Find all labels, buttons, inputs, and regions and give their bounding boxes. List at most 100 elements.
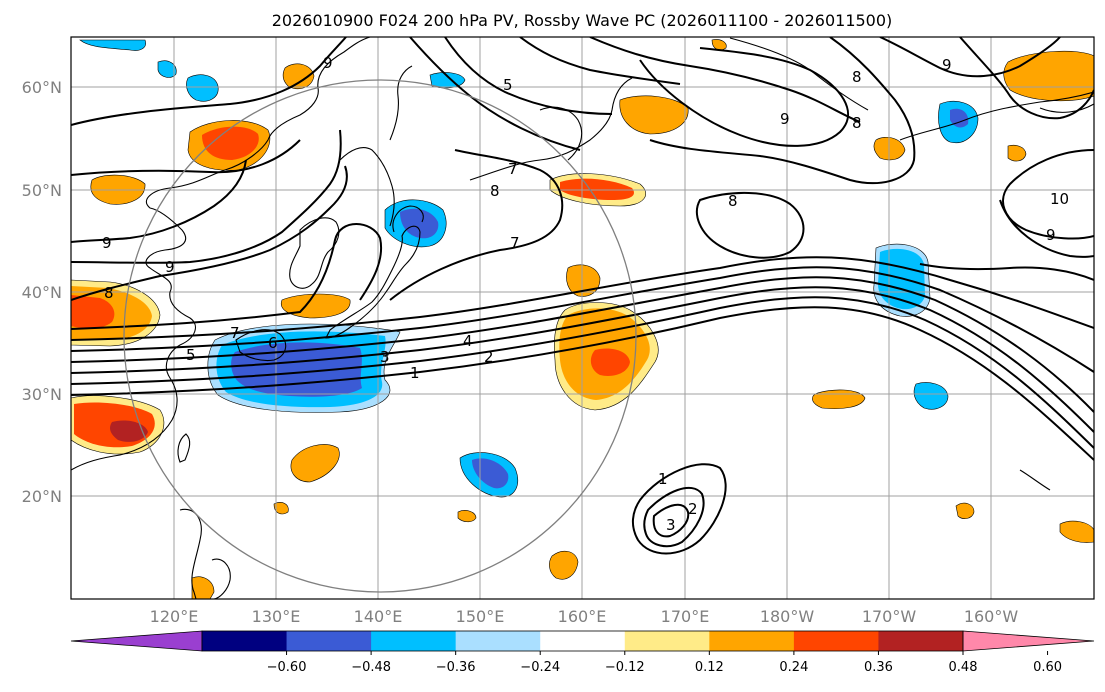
colorbar-tick-label: 0.24 (779, 660, 808, 675)
colorbar-extend-low (70, 630, 203, 652)
lon-label: 120°E (150, 607, 199, 626)
lon-label: 170°W (862, 607, 917, 626)
colorbar-swatch (286, 631, 372, 651)
contour-outer-n (71, 37, 347, 126)
lon-label: 130°E (252, 607, 301, 626)
figure-title: 2026010900 F024 200 hPa PV, Rossby Wave … (272, 11, 893, 30)
positive-anomaly-central-core (590, 348, 630, 376)
longitude-axis: 120°E 130°E 140°E 150°E 160°E 170°E 180°… (150, 607, 1019, 626)
contour-7 (71, 223, 383, 330)
contour-9-right (959, 37, 1094, 120)
pv-contours (71, 37, 1094, 555)
lon-label: 150°E (456, 607, 505, 626)
influence-circle (123, 79, 637, 593)
latitude-axis: 60°N 50°N 40°N 30°N 20°N (22, 78, 62, 506)
contour-8-c (695, 192, 805, 259)
contour-1 (71, 306, 1094, 461)
contour-top-c (519, 37, 681, 85)
contour-label: 3 (380, 348, 390, 366)
colorbar-tick-label: −0.24 (520, 660, 560, 675)
positive-anomaly-manchuria-core (202, 126, 259, 160)
positive-anomaly-west-core (71, 295, 115, 329)
contour-top-b (444, 37, 613, 115)
contour-label: 9 (102, 234, 112, 252)
lon-label: 170°E (661, 607, 710, 626)
contour-9-ne (879, 37, 1061, 78)
contour-low-2 (643, 486, 705, 548)
colorbar-swatch (540, 631, 626, 651)
shaded-anomalies (71, 39, 1094, 599)
contour-label: 1 (658, 470, 668, 488)
contour-label: 8 (490, 182, 500, 200)
map-frame (70, 36, 1095, 600)
colorbar-swatch (202, 631, 288, 651)
colorbar-swatch (793, 631, 879, 651)
positive-anomaly-kamchatka (619, 95, 689, 135)
lat-label: 20°N (22, 487, 62, 506)
contour-label: 3 (666, 516, 676, 534)
contour-label: 5 (503, 76, 513, 94)
lat-label: 40°N (22, 283, 62, 302)
positive-anomaly-okhotsk-core (560, 178, 634, 200)
negative-anomaly-south-core (472, 458, 509, 489)
contour-8 (71, 165, 348, 301)
colorbar-swatch (455, 631, 541, 651)
coastlines (71, 37, 1094, 599)
positive-anomaly-alaska-s (1007, 144, 1027, 162)
positive-anomaly-alaska (1003, 50, 1094, 102)
colorbar-outline (201, 630, 964, 652)
contour-2 (71, 296, 1094, 449)
contour-6 (71, 256, 1094, 341)
contour-label: 2 (688, 500, 698, 518)
contour-label: 9 (942, 56, 952, 74)
positive-anomaly-e-sm (1059, 520, 1094, 543)
contour-label: 4 (463, 332, 473, 350)
contour-label: 2 (484, 348, 494, 366)
contour-label: 6 (268, 334, 278, 352)
contour-label-group: 9 9 5 8 8 9 9 8 8 7 7 10 9 9 8 7 5 6 4 3… (102, 54, 1069, 534)
map-content: 9 9 5 8 8 9 9 8 8 7 7 10 9 9 8 7 5 6 4 3… (71, 37, 1094, 599)
contour-label: 7 (510, 234, 520, 252)
colorbar-extend-high (962, 630, 1095, 652)
contour-label: 9 (323, 54, 333, 72)
contour-label: 7 (230, 324, 240, 342)
contour-9b (71, 159, 247, 243)
contour-label: 5 (186, 346, 196, 364)
positive-anomaly-tiny-4 (191, 576, 215, 599)
contour-label: 9 (165, 258, 175, 276)
contour-9 (71, 129, 342, 264)
contour-3 (71, 286, 1094, 433)
contour-label: 9 (780, 110, 790, 128)
colorbar-swatch (624, 631, 710, 651)
contour-outer-n2 (71, 139, 301, 176)
contour-label: 8 (852, 68, 862, 86)
negative-anomaly-japan-core (231, 342, 362, 397)
positive-anomaly-sw-core (110, 420, 148, 442)
contour-5 (71, 266, 1094, 373)
lon-label: 160°E (558, 607, 607, 626)
contour-low-3 (652, 503, 690, 538)
contour-label: 10 (1050, 190, 1069, 208)
positive-anomaly-e-sm2 (955, 502, 975, 519)
contour-label: 8 (728, 192, 738, 210)
positive-anomaly-small-2 (282, 63, 315, 89)
lon-label: 160°W (964, 607, 1019, 626)
negative-anomaly-n1 (186, 74, 219, 102)
colorbar: −0.60 −0.48 −0.36 −0.24 −0.12 0.12 0.24 0.36 0.4… (70, 630, 1095, 675)
colorbar-tick-label: 0.12 (695, 660, 724, 675)
colorbar-swatch (709, 631, 795, 651)
colorbar-tick-label: −0.60 (267, 660, 307, 675)
colorbar-tick-label: 0.36 (864, 660, 893, 675)
lon-label: 140°E (354, 607, 403, 626)
contour-label: 9 (1046, 226, 1056, 244)
contour-4 (71, 276, 1094, 413)
positive-anomaly-small-4 (290, 444, 340, 483)
negative-anomaly-small-a (157, 60, 177, 78)
contour-label: 7 (508, 160, 518, 178)
contour-8-loop (639, 47, 850, 147)
lat-label: 30°N (22, 385, 62, 404)
colorbar-swatch (878, 631, 964, 651)
negative-anomaly-n3-core (950, 108, 969, 128)
contour-label: 8 (104, 284, 114, 302)
